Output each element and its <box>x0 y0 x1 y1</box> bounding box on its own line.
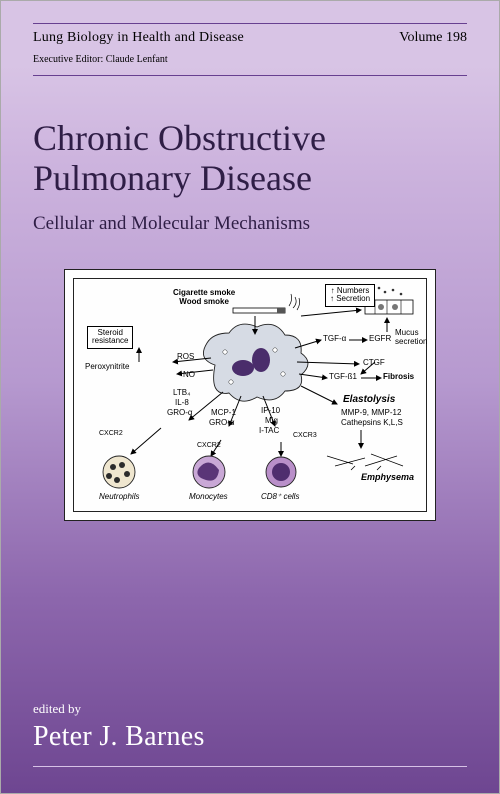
lbl-ctgf: CTGF <box>363 358 385 367</box>
lbl-ip10: IP-10 <box>261 406 280 415</box>
lbl-ltb4: LTB₄ <box>173 388 190 397</box>
lbl-itac: I-TAC <box>259 426 279 435</box>
title-line-2: Pulmonary Disease <box>33 158 467 198</box>
lbl-cd8: CD8⁺ cells <box>261 492 299 501</box>
cigarette-icon <box>233 294 300 313</box>
lbl-tgfa: TGF-α <box>323 334 346 343</box>
lbl-ros: ROS <box>177 352 194 361</box>
editor-name: Peter J. Barnes <box>33 721 205 753</box>
subtitle: Cellular and Molecular Mechanisms <box>33 213 467 235</box>
title-block: Chronic Obstructive Pulmonary Disease Ce… <box>33 118 467 235</box>
lbl-groa2: GRO-α <box>209 418 235 427</box>
book-cover: Lung Biology in Health and Disease Volum… <box>0 0 500 794</box>
mechanism-diagram: Cigarette smoke Wood smoke ↑ Numbers ↑ S… <box>64 269 436 521</box>
executive-editor: Executive Editor: Claude Lenfant <box>33 54 467 65</box>
lbl-emphysema: Emphysema <box>361 472 414 482</box>
lbl-no: NO <box>183 370 195 379</box>
emphysema-fibers <box>327 454 403 470</box>
lbl-mig: Mig <box>265 416 278 425</box>
lbl-il8: IL-8 <box>175 398 189 407</box>
lbl-egfr: EGFR <box>369 334 391 343</box>
rule-upper <box>33 75 467 76</box>
lbl-cxcr3: CXCR3 <box>293 432 317 439</box>
lbl-fibrosis: Fibrosis <box>383 372 414 381</box>
title-line-1: Chronic Obstructive <box>33 118 467 158</box>
header-row: Lung Biology in Health and Disease Volum… <box>33 30 467 46</box>
editor-block: edited by Peter J. Barnes <box>33 701 205 753</box>
cd8-cell <box>266 457 296 487</box>
lbl-cxcr2a: CXCR2 <box>99 430 123 437</box>
lbl-mcp1: MCP-1 <box>211 408 236 417</box>
volume-number: Volume 198 <box>399 30 467 46</box>
edited-by-label: edited by <box>33 701 205 717</box>
monocyte-cell <box>193 456 225 488</box>
series-title: Lung Biology in Health and Disease <box>33 30 244 46</box>
lbl-mmp: MMP-9, MMP-12 <box>341 408 401 417</box>
macrophage-cell <box>203 324 308 401</box>
lbl-smoke: Cigarette smoke Wood smoke <box>173 288 235 306</box>
box-numbers-secretion: ↑ Numbers ↑ Secretion <box>325 284 375 308</box>
rule-top <box>33 23 467 24</box>
neutrophil-cell <box>103 456 135 488</box>
lbl-cathepsins: Cathepsins K,L,S <box>341 418 403 427</box>
lbl-tgfb1: TGF-ß1 <box>329 372 357 381</box>
lbl-neutrophils: Neutrophils <box>99 492 139 501</box>
lbl-groa: GRO-α <box>167 408 193 417</box>
lbl-cxcr2b: CXCR2 <box>197 442 221 449</box>
lbl-monocytes: Monocytes <box>189 492 228 501</box>
lbl-mucus: Mucus secretion <box>395 328 427 346</box>
rule-bottom <box>33 766 467 767</box>
lbl-peroxynitrite: Peroxynitrite <box>85 362 129 371</box>
lbl-elastolysis: Elastolysis <box>343 394 395 405</box>
box-steroid: Steroid resistance <box>87 326 133 350</box>
